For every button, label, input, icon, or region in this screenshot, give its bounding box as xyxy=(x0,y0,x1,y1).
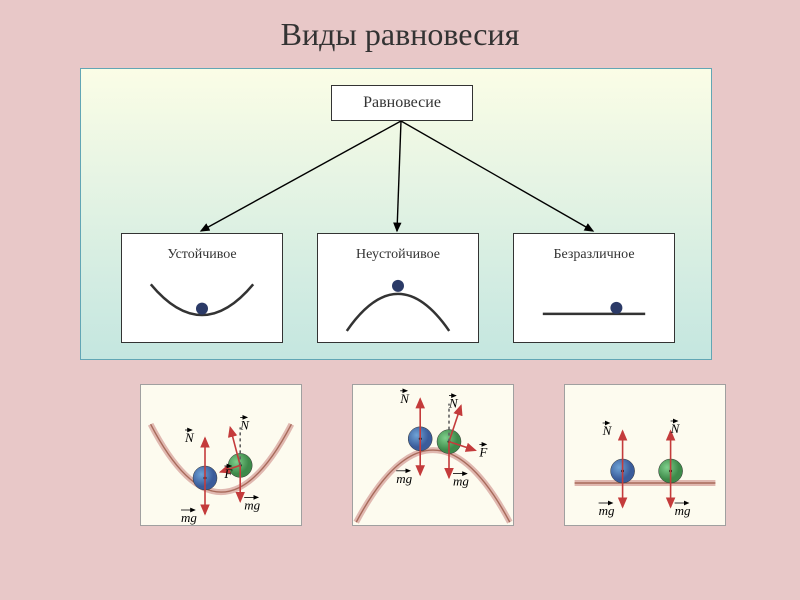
slide-title: Виды равновесия xyxy=(0,16,800,53)
svg-text:mg: mg xyxy=(181,510,197,525)
svg-text:N: N xyxy=(670,421,681,436)
mini-shape-unstable xyxy=(318,268,478,342)
child-box-unstable: Неустойчивое xyxy=(317,233,479,343)
svg-text:mg: mg xyxy=(396,471,412,486)
svg-text:N: N xyxy=(184,430,195,445)
root-box: Равновесие xyxy=(331,85,473,121)
child-box-label: Неустойчивое xyxy=(318,234,478,262)
force-panel-unstable-forces: Nmg Nmg F xyxy=(352,384,514,526)
force-svg-indifferent-forces: Nmg Nmg xyxy=(565,385,725,525)
force-svg-unstable-forces: Nmg Nmg F xyxy=(353,385,513,525)
svg-text:mg: mg xyxy=(675,503,691,518)
force-panel-stable-forces: Nmg Nmg F xyxy=(140,384,302,526)
svg-text:mg: mg xyxy=(453,474,469,489)
slide: Виды равновесия Равновесие Устойчивое Неу… xyxy=(0,0,800,600)
force-svg-stable-forces: Nmg Nmg F xyxy=(141,385,301,525)
child-box-stable: Устойчивое xyxy=(121,233,283,343)
root-box-label: Равновесие xyxy=(363,95,441,111)
svg-text:N: N xyxy=(239,417,250,432)
svg-text:N: N xyxy=(448,396,459,411)
svg-text:F: F xyxy=(478,444,488,459)
child-box-label: Безразличное xyxy=(514,234,674,262)
child-box-indifferent: Безразличное xyxy=(513,233,675,343)
svg-text:mg: mg xyxy=(599,503,615,518)
svg-text:N: N xyxy=(399,391,410,406)
child-box-label: Устойчивое xyxy=(122,234,282,262)
force-diagrams-row: Nmg Nmg F Nmg Nmg F Nmg Nmg xyxy=(140,384,726,526)
mini-shape-stable xyxy=(122,268,282,342)
equilibrium-tree-panel: Равновесие Устойчивое Неустойчивое Безразл… xyxy=(80,68,712,360)
force-panel-indifferent-forces: Nmg Nmg xyxy=(564,384,726,526)
svg-text:N: N xyxy=(602,423,613,438)
svg-text:mg: mg xyxy=(244,497,260,512)
mini-shape-indifferent xyxy=(514,268,674,342)
svg-text:F: F xyxy=(223,466,233,481)
